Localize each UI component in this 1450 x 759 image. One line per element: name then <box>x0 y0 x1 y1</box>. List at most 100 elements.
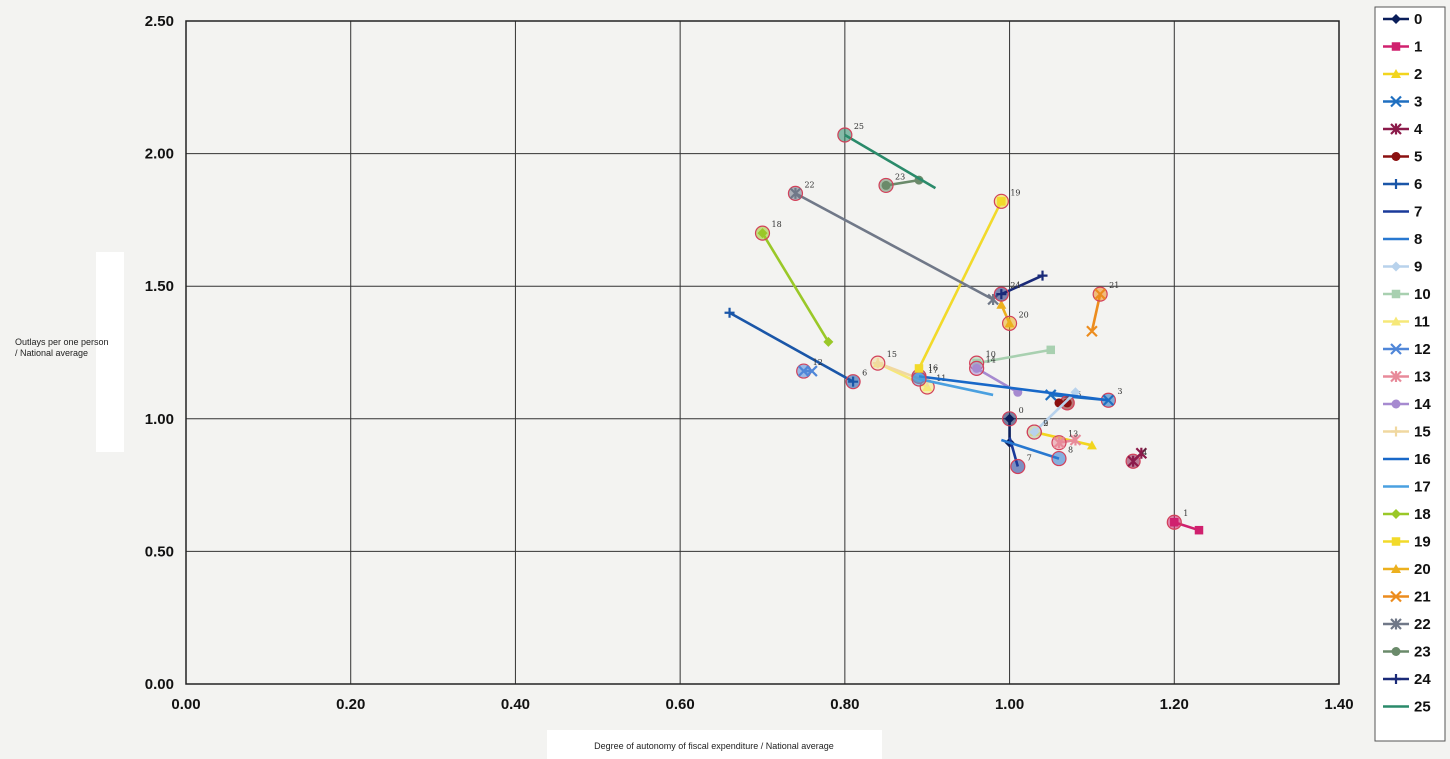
legend-label: 5 <box>1414 149 1422 166</box>
legend-item-24: 24 <box>1383 671 1431 688</box>
legend-item-10: 10 <box>1383 286 1431 303</box>
series-0: 0 <box>1001 406 1024 448</box>
data-point <box>1053 436 1065 449</box>
legend-item-17: 17 <box>1383 479 1431 496</box>
legend-item-21: 21 <box>1383 589 1431 606</box>
legend-label: 10 <box>1414 286 1431 303</box>
legend-marker <box>1391 399 1401 409</box>
legend-marker <box>1391 426 1401 437</box>
data-point <box>789 187 802 200</box>
legend-label: 19 <box>1414 534 1431 551</box>
legend-label: 6 <box>1414 176 1422 193</box>
legend-label: 20 <box>1414 561 1431 578</box>
legend-item-3: 3 <box>1383 94 1422 111</box>
plot-area-frame <box>185 20 1340 685</box>
data-point <box>1086 325 1098 338</box>
data-point <box>757 228 768 239</box>
legend-item-19: 19 <box>1383 534 1431 551</box>
legend-label: 23 <box>1414 644 1431 661</box>
data-point <box>1069 434 1082 446</box>
point-label: 16 <box>928 363 938 372</box>
series-4: 4 <box>1125 447 1147 469</box>
x-tick-labels: 0.00 0.20 0.40 0.60 0.80 1.00 1.20 1.40 <box>171 696 1353 713</box>
series-13: 13 <box>1051 430 1082 451</box>
x-axis-label: Degree of autonomy of fiscal expenditure… <box>594 741 834 751</box>
x-tick-label: 0.00 <box>171 696 200 713</box>
legend-marker <box>1390 370 1402 383</box>
legend-label: 3 <box>1414 94 1422 111</box>
legend-item-25: 25 <box>1383 699 1431 716</box>
legend-marker <box>1391 537 1401 546</box>
data-point <box>997 197 1006 206</box>
start-point-circle <box>1051 450 1067 467</box>
data-point <box>1194 525 1204 535</box>
x-axis-label-box <box>547 730 882 759</box>
series-25: 25 <box>837 122 937 190</box>
legend-marker <box>1391 14 1401 24</box>
legend-marker <box>1391 261 1401 272</box>
point-label: 18 <box>772 220 782 229</box>
legend-marker <box>1391 152 1401 161</box>
y-tick-label: 2.50 <box>145 13 174 30</box>
x-tick-label: 0.80 <box>830 696 859 713</box>
legend-item-12: 12 <box>1383 341 1431 358</box>
series-line <box>1000 438 1060 460</box>
x-tick-label: 1.00 <box>995 696 1024 713</box>
legend-item-11: 11 <box>1383 314 1430 331</box>
legend-label: 4 <box>1414 121 1423 138</box>
point-label: 20 <box>1019 310 1029 319</box>
series-line <box>844 133 937 190</box>
series-line <box>918 377 994 397</box>
legend-label: 22 <box>1414 616 1431 633</box>
series-line <box>728 311 854 383</box>
point-label: 3 <box>1117 387 1122 396</box>
series-1: 1 <box>1166 509 1204 535</box>
point-label: 24 <box>1010 281 1020 290</box>
legend-label: 14 <box>1414 396 1431 413</box>
y-tick-label: 0.50 <box>145 543 174 560</box>
legend-item-20: 20 <box>1383 561 1431 578</box>
legend-item-6: 6 <box>1383 176 1422 193</box>
series-20: 20 <box>996 299 1029 331</box>
data-point <box>1170 517 1179 527</box>
point-label: 22 <box>804 180 814 189</box>
start-point-circle <box>837 127 853 143</box>
series-line <box>1033 391 1077 433</box>
legend-item-15: 15 <box>1383 424 1431 441</box>
start-point-circle <box>911 371 927 387</box>
point-label: 1 <box>1183 509 1188 518</box>
legend-label: 7 <box>1414 204 1422 221</box>
x-tick-label: 1.40 <box>1324 696 1353 713</box>
point-label: 8 <box>1068 446 1073 455</box>
y-tick-label: 0.00 <box>145 676 174 693</box>
x-tick-label: 1.20 <box>1160 696 1189 713</box>
point-label: 9 <box>1043 419 1048 428</box>
x-tick-label: 0.60 <box>666 696 695 713</box>
legend-item-22: 22 <box>1383 616 1431 633</box>
point-label: 25 <box>854 122 864 131</box>
data-point <box>823 336 834 347</box>
point-label: 12 <box>813 358 823 367</box>
legend-marker <box>1390 618 1402 630</box>
legend-marker <box>1391 179 1401 189</box>
legend-label: 2 <box>1414 66 1422 83</box>
point-label: 19 <box>1010 188 1020 197</box>
legend-marker <box>1391 316 1401 326</box>
series-12: 12 <box>796 358 823 379</box>
y-tick-label: 1.00 <box>145 411 174 428</box>
legend-item-9: 9 <box>1383 259 1422 276</box>
legend-item-13: 13 <box>1383 369 1431 386</box>
legend: 0123456789101112131415161718192021222324… <box>1374 6 1446 742</box>
series-line <box>917 200 1003 369</box>
data-point <box>914 364 924 373</box>
legend-marker <box>1390 95 1402 108</box>
legend-item-5: 5 <box>1383 149 1422 166</box>
start-point-circle <box>1010 458 1026 475</box>
data-point <box>1029 427 1040 438</box>
data-point <box>1046 345 1055 355</box>
data-point <box>872 358 883 369</box>
data-point <box>806 365 818 377</box>
point-label: 7 <box>1027 454 1032 463</box>
data-point <box>972 363 982 373</box>
